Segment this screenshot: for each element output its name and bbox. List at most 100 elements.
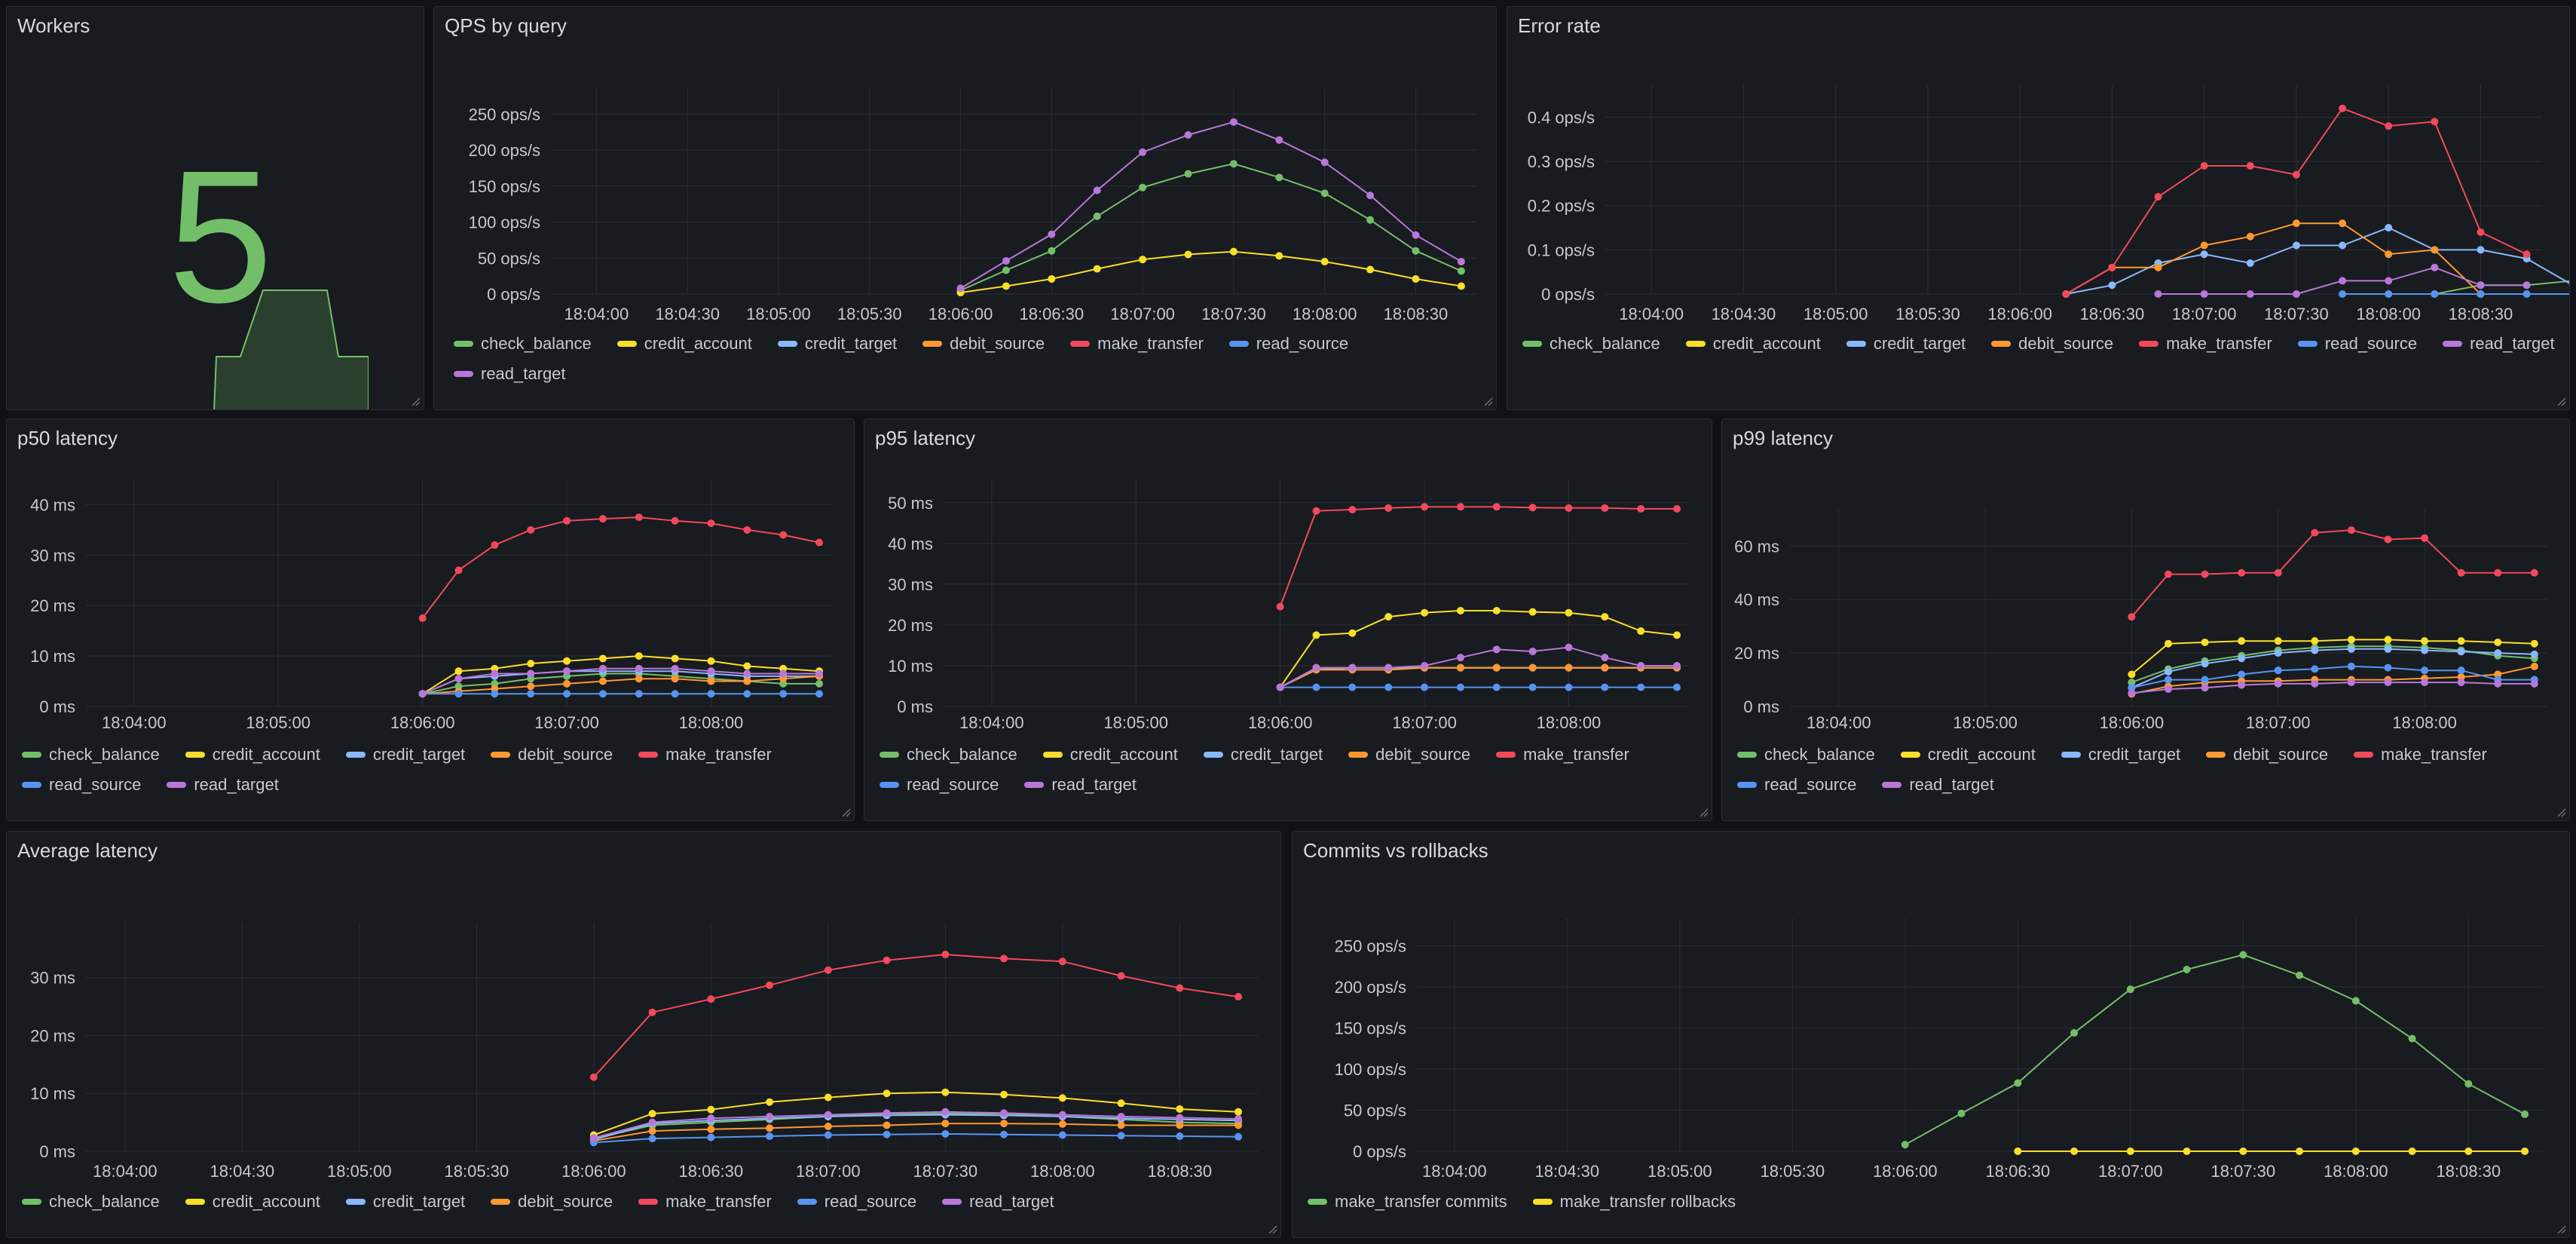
legend-item[interactable]: credit_target [2060,745,2180,764]
resize-handle-icon[interactable] [840,807,851,817]
legend-item[interactable]: read_target [167,775,279,795]
series-line [422,675,820,695]
legend-item[interactable]: read_source [2297,334,2417,354]
legend-item[interactable]: make_transfer [638,1192,772,1212]
legend-swatch [454,371,473,377]
series-line [593,1091,1239,1136]
panel-title: Commits vs rollbacks [1303,839,1488,862]
legend-item[interactable]: credit_account [185,745,320,764]
legend-item[interactable]: read_target [454,364,566,384]
legend-item[interactable]: debit_source [491,745,613,764]
data-point [671,675,679,683]
p95-latency-panel[interactable]: p95 latency 0 ms 10 ms 20 ms 30 ms 40 ms 50 m… [864,418,1712,821]
legend-item[interactable]: check_balance [880,745,1017,764]
legend-item[interactable]: read_target [2443,334,2555,354]
data-point [2522,290,2531,298]
commits-vs-rollbacks-panel[interactable]: Commits vs rollbacks 0 ops/s 50 ops/s 100 … [1292,831,2570,1238]
legend-item[interactable]: credit_account [616,334,752,354]
legend-item[interactable]: debit_source [1348,745,1470,764]
legend-item[interactable]: make_transfer [1070,334,1204,354]
legend-item[interactable]: make_transfer rollbacks [1532,1192,1736,1212]
legend-item[interactable]: credit_target [345,745,465,764]
legend-item[interactable]: make_transfer [638,745,772,764]
legend-item[interactable]: credit_target [345,1192,465,1212]
legend-item[interactable]: read_source [1737,775,1856,795]
legend-item[interactable]: credit_account [1685,334,1821,354]
y-tick-label: 150 ops/s [469,177,540,196]
x-tick-label: 18:06:30 [679,1162,744,1181]
resize-handle-icon[interactable] [1698,807,1709,817]
error-rate-panel[interactable]: Error rate 0 ops/s 0.1 ops/s 0.2 ops/s 0.3 … [1507,6,2570,410]
legend-item[interactable]: make_transfer [1496,745,1629,764]
workers-panel[interactable]: Workers 5 [6,6,424,410]
data-point [2477,281,2485,290]
resize-handle-icon[interactable] [1482,396,1493,406]
data-point [2238,654,2246,663]
legend-item[interactable]: check_balance [1522,334,1660,354]
legend-item[interactable]: make_transfer commits [1308,1192,1507,1212]
resize-handle-icon[interactable] [2556,396,2566,406]
data-point [1601,683,1609,691]
legend-item[interactable]: debit_source [491,1192,613,1212]
legend-swatch [880,782,899,788]
resize-handle-icon[interactable] [1267,1224,1277,1234]
legend-item[interactable]: check_balance [22,1192,160,1212]
data-point [1421,608,1429,617]
data-point [941,1129,950,1138]
resize-handle-icon[interactable] [410,396,421,406]
legend-item[interactable]: read_source [1228,334,1348,354]
data-point [1366,265,1375,274]
p99-latency-panel[interactable]: p99 latency 0 ms 20 ms 40 ms 60 ms 18:04:00 1… [1721,418,2570,821]
legend-item[interactable]: debit_source [1991,334,2113,354]
y-tick-label: 50 ms [888,494,933,513]
data-point [2530,639,2538,648]
data-point [648,1008,656,1016]
resize-handle-icon[interactable] [2556,1224,2566,1234]
legend-item[interactable]: read_source [797,1192,916,1212]
legend-item[interactable]: credit_account [185,1192,320,1212]
legend-item[interactable]: check_balance [22,745,160,764]
data-point [766,1098,774,1106]
legend-item[interactable]: debit_source [922,334,1045,354]
x-tick-label: 18:08:30 [2437,1162,2501,1181]
data-point [941,1120,950,1128]
legend-label: credit_target [1230,745,1323,764]
legend-label: debit_source [518,745,613,764]
legend-item[interactable]: read_source [22,775,141,795]
data-point [527,660,535,668]
legend-item[interactable]: debit_source [2206,745,2328,764]
data-point [1412,247,1420,255]
data-point [1366,192,1375,200]
legend-item[interactable]: credit_target [1846,334,1966,354]
data-point [2530,679,2538,688]
legend-label: read_source [907,775,999,794]
legend-item[interactable]: credit_account [1042,745,1178,764]
legend-item[interactable]: make_transfer [2139,334,2272,354]
data-point [1384,663,1393,672]
chart-legend: check_balance credit_account credit_target… [22,745,843,795]
data-point [824,1122,832,1130]
legend-item[interactable]: make_transfer [2354,745,2487,764]
legend-item[interactable]: read_target [1024,775,1137,795]
data-point [1528,504,1537,512]
x-tick-label: 18:07:00 [2246,713,2311,732]
data-point [1048,230,1056,238]
data-point [1276,683,1284,691]
qps-panel[interactable]: QPS by query 0 ops/s 50 ops/s 100 ops/s 150… [433,6,1497,410]
resize-handle-icon[interactable] [2556,807,2566,817]
p50-latency-panel[interactable]: p50 latency 0 ms 10 ms 20 ms 30 ms 40 ms 18:0… [6,418,855,821]
legend-item[interactable]: credit_target [1203,745,1323,764]
legend-item[interactable]: credit_account [1900,745,2036,764]
legend-item[interactable]: read_target [1882,775,1994,795]
legend-item[interactable]: read_target [942,1192,1054,1212]
average-latency-panel[interactable]: Average latency 0 ms 10 ms 20 ms 30 ms 18:04… [6,831,1281,1238]
y-tick-label: 20 ms [30,596,75,615]
qps-chart: 0 ops/s 50 ops/s 100 ops/s 150 ops/s 200 ops… [469,88,1476,323]
legend-item[interactable]: read_source [880,775,999,795]
legend-item[interactable]: check_balance [454,334,592,354]
legend-item[interactable]: credit_target [777,334,897,354]
data-point [1384,683,1393,691]
panel-title: QPS by query [445,14,567,37]
legend-item[interactable]: check_balance [1737,745,1875,764]
series-line [1279,506,1677,607]
